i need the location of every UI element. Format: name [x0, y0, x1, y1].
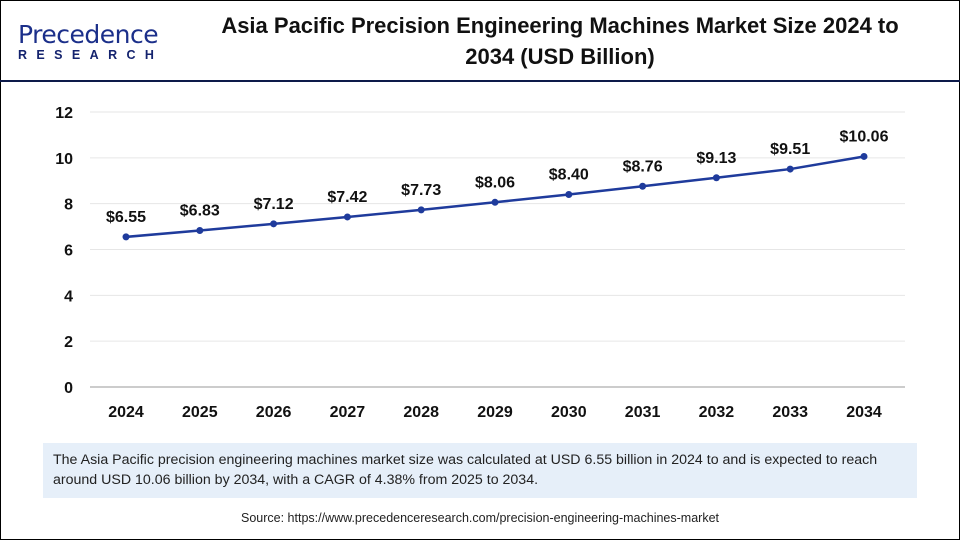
data-label: $6.83 — [180, 202, 220, 219]
data-point — [786, 165, 794, 173]
y-tick-label: 10 — [55, 151, 73, 168]
x-tick-label: 2026 — [256, 404, 292, 421]
series-line — [125, 155, 865, 239]
data-label: $10.06 — [840, 128, 889, 145]
data-point — [417, 206, 425, 214]
data-point — [565, 191, 573, 198]
data-label: $8.40 — [549, 167, 589, 184]
chart-title: Asia Pacific Precision Engineering Machi… — [221, 13, 899, 69]
x-tick-label: 2031 — [625, 404, 661, 421]
data-point — [122, 233, 130, 241]
y-tick-label: 2 — [64, 334, 73, 351]
logo: Precedence RESEARCH — [18, 20, 164, 63]
y-tick-label: 12 — [55, 105, 73, 122]
info-box: The Asia Pacific precision engineering m… — [43, 443, 917, 498]
y-tick-label: 4 — [64, 288, 73, 305]
data-label: $6.55 — [106, 209, 146, 226]
data-point — [860, 152, 868, 160]
data-label: $7.12 — [254, 196, 294, 213]
data-label: $9.51 — [770, 141, 810, 158]
x-tick-label: 2034 — [846, 404, 882, 421]
data-point — [343, 213, 351, 221]
header-divider — [0, 80, 960, 82]
x-tick-label: 2024 — [108, 404, 144, 421]
data-point — [712, 174, 720, 182]
data-label: $7.42 — [327, 189, 367, 206]
data-point — [639, 182, 647, 190]
data-point — [270, 220, 278, 228]
data-point — [491, 198, 499, 206]
x-tick-label: 2027 — [330, 404, 366, 421]
x-tick-label: 2032 — [699, 404, 735, 421]
y-tick-label: 6 — [64, 243, 73, 260]
x-tick-label: 2030 — [551, 404, 587, 421]
data-label: $9.13 — [696, 150, 736, 167]
data-label: $8.76 — [623, 158, 663, 175]
x-tick-label: 2033 — [772, 404, 808, 421]
logo-wordmark: Precedence — [18, 20, 159, 49]
x-tick-label: 2025 — [182, 404, 218, 421]
source-text: Source: https://www.precedenceresearch.c… — [241, 511, 719, 525]
x-tick-label: 2028 — [403, 404, 439, 421]
data-label: $7.73 — [401, 182, 441, 199]
logo-subtitle: RESEARCH — [18, 48, 164, 62]
y-tick-label: 8 — [64, 197, 73, 214]
x-tick-label: 2029 — [477, 404, 513, 421]
data-point — [196, 226, 204, 234]
y-tick-label: 0 — [64, 380, 73, 397]
data-label: $8.06 — [475, 174, 515, 191]
